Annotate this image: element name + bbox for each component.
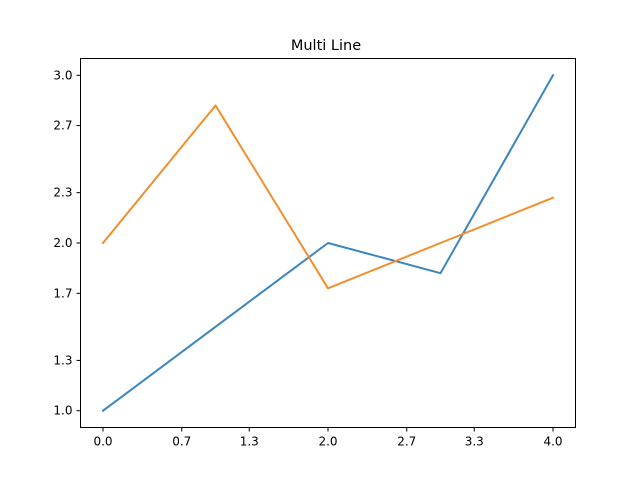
y-axis: 1.0 1.3 1.7 2.0 2.3 2.7 3.0 [53,68,81,418]
x-tick-label: 4.0 [543,435,562,449]
series-line-2 [101,104,555,290]
y-tick-label: 2.0 [53,236,72,250]
x-tick-label: 1.3 [240,435,259,449]
chart-title: Multi Line [291,38,361,54]
y-tick-label: 1.7 [53,286,72,300]
series-layer [101,73,555,413]
x-axis: 0.0 0.7 1.3 2.0 2.7 3.3 4.0 [93,427,563,449]
y-tick-label: 2.7 [53,119,72,133]
y-tick-label: 1.0 [53,404,72,418]
y-tick-label: 1.3 [53,353,72,367]
y-tick-label: 3.0 [53,68,72,82]
x-tick-label: 3.3 [465,435,484,449]
plot-area [80,58,576,428]
x-tick-label: 2.0 [318,435,337,449]
series-line-1 [101,73,555,413]
x-tick-label: 0.0 [93,435,112,449]
x-tick-label: 0.7 [172,435,191,449]
x-tick-label: 2.7 [397,435,416,449]
y-tick-label: 2.3 [53,186,72,200]
